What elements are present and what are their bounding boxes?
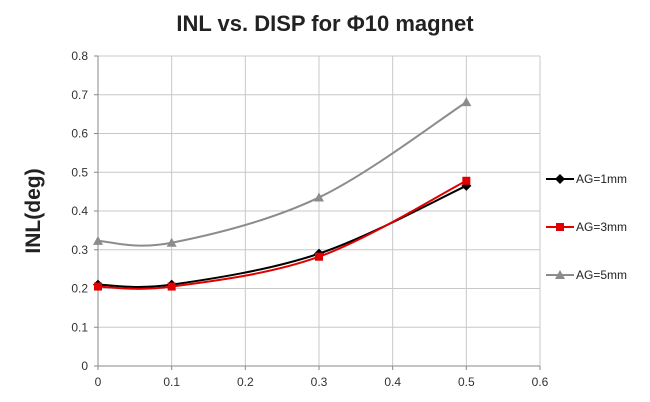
chart-title: INL vs. DISP for Φ10 magnet bbox=[176, 11, 474, 36]
axes bbox=[94, 55, 541, 370]
y-axis-label: INL(deg) bbox=[22, 168, 45, 253]
x-tick-label: 0.2 bbox=[237, 375, 254, 389]
legend-entry: AG=3mm bbox=[546, 220, 627, 234]
legend-label: AG=3mm bbox=[576, 220, 627, 234]
y-tick-label: 0.1 bbox=[71, 320, 88, 334]
y-tick-label: 0.6 bbox=[71, 127, 88, 141]
data-point bbox=[166, 237, 177, 247]
y-tick-label: 0.3 bbox=[71, 243, 88, 257]
legend-marker bbox=[556, 223, 564, 231]
y-tick-label: 0 bbox=[81, 359, 88, 373]
x-tick-label: 0.6 bbox=[532, 375, 549, 389]
legend-entry: AG=1mm bbox=[546, 172, 627, 186]
y-tick-label: 0.7 bbox=[71, 88, 88, 102]
y-tick-label: 0.8 bbox=[71, 49, 88, 63]
series-lines bbox=[93, 97, 472, 291]
data-point bbox=[461, 97, 472, 107]
legend-entry: AG=5mm bbox=[546, 268, 627, 282]
x-tick-label: 0.3 bbox=[311, 375, 328, 389]
y-tick-label: 0.2 bbox=[71, 282, 88, 296]
series-line bbox=[97, 179, 467, 290]
y-tick-label: 0.4 bbox=[71, 204, 88, 218]
legend-label: AG=5mm bbox=[576, 268, 627, 282]
x-tick-label: 0.1 bbox=[163, 375, 180, 389]
data-point bbox=[94, 282, 102, 291]
legend-marker bbox=[555, 270, 565, 279]
grid bbox=[98, 55, 541, 366]
x-tick-label: 0.4 bbox=[384, 375, 401, 389]
data-point bbox=[462, 176, 471, 185]
series-line bbox=[97, 184, 467, 288]
data-point bbox=[93, 235, 103, 245]
series-3 bbox=[93, 97, 472, 247]
y-tick-label: 0.5 bbox=[71, 165, 88, 179]
data-point bbox=[167, 282, 176, 291]
tick-labels: 0 0.1 0.2 0.3 0.4 0.5 0.6 0.7 0.8 0 0.1 0.2 0.3 0.4 0.… bbox=[71, 49, 548, 389]
series-1 bbox=[93, 180, 472, 290]
data-point bbox=[315, 252, 323, 261]
data-point bbox=[314, 192, 324, 202]
series-2 bbox=[94, 176, 471, 291]
x-tick-label: 0.5 bbox=[458, 375, 475, 389]
series-line bbox=[97, 101, 467, 247]
x-tick-label: 0 bbox=[95, 375, 102, 389]
legend: AG=1mm AG=3mm AG=5mm bbox=[546, 172, 627, 282]
legend-label: AG=1mm bbox=[576, 172, 627, 186]
legend-marker bbox=[555, 174, 565, 184]
